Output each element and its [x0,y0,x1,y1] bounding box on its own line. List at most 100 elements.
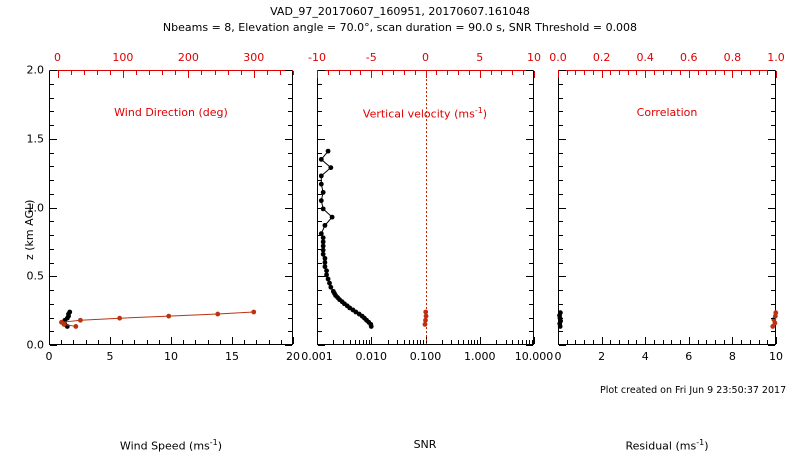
residual-y-minor-tick [771,97,775,99]
residual-bottom-minor-tick [749,340,751,344]
data-point [78,317,83,323]
residual-y-tick [559,138,566,140]
snr-top-minor-tick [392,71,394,75]
residual-y-tick [768,345,775,346]
wind-top-minor-tick [96,71,98,75]
residual-y-minor-tick [771,125,775,126]
residual-y-minor-tick [559,166,563,168]
residual-y-minor-tick [771,207,775,209]
plot-subtitle: Nbeams = 8, Elevation angle = 70.0°, sca… [162,21,638,34]
snr-y-minor-tick [529,262,533,264]
wind-bottom-tick [232,337,233,344]
wind-bottom-tick-label: 0 [45,350,53,363]
snr-bottom-minor-tick [333,340,335,344]
data-point [318,156,324,162]
wind-y-minor-tick [288,166,292,168]
wind-y-tick [285,70,292,71]
wind-bottom-tick [171,337,172,344]
wind-y-tick [50,70,57,71]
residual-bottom-minor-tick [671,340,673,344]
data-point [330,288,336,294]
wind-top-minor-tick [214,71,216,75]
residual-y-minor-tick [559,248,563,250]
wind-top-minor-tick [175,71,177,75]
residual-y-minor-tick [559,152,563,154]
residual-y-minor-tick [559,331,563,333]
snr-y-minor-tick [318,111,322,113]
snr-y-minor-tick [318,193,322,195]
wind-y-minor-tick [288,125,292,126]
snr-bottom-minor-tick [458,340,460,344]
snr-bottom-minor-tick [397,340,399,344]
snr-y-minor-tick [318,207,322,209]
snr-bottom-minor-tick [517,340,519,344]
snr-y-minor-tick [318,166,322,168]
residual-bottom-minor-tick [741,340,743,344]
wind-y-minor-tick [288,248,292,250]
snr-y-minor-tick [318,317,322,319]
snr-bottom-minor-tick [467,340,469,344]
data-point [59,319,64,325]
residual-top-minor-tick [592,71,594,75]
snr-top-tick-label: -5 [365,51,377,64]
residual-y-minor-tick [771,290,775,291]
wind-top-tick [188,71,190,78]
data-point [327,280,332,286]
wind-y-minor-tick [50,235,54,236]
snr-y-minor-tick [529,317,533,319]
residual-top-tick [688,71,690,78]
panel-residual-frame [558,70,776,345]
wind-top-tick-label: 100 [112,51,134,64]
wind-y-minor-tick [50,97,54,99]
residual-top-minor-tick [767,71,769,75]
snr-top-minor-tick [458,71,460,75]
residual-bottom-minor-tick [575,340,577,344]
residual-y-minor-tick [559,180,563,181]
data-point [325,276,331,282]
residual-top-tick [601,71,603,78]
snr-top-minor-tick [414,71,416,75]
wind-y-minor-tick [288,290,292,291]
wind-top-minor-tick [83,71,85,75]
snr-bottom-tick-label: 0.100 [409,350,442,363]
wind-top-minor-tick [293,71,294,75]
snr-top-tick-label: 10 [527,51,541,64]
residual-y-minor-tick [771,180,775,181]
residual-bottom-minor-tick [636,340,638,344]
wind-bottom-minor-tick [158,340,160,344]
wind-top-minor-tick [70,71,72,75]
wind-y-minor-tick [50,221,54,223]
data-point [773,310,779,316]
snr-bottom-minor-tick [525,340,527,344]
wind-y-minor-tick [50,207,54,209]
wind-y-minor-tick [50,111,54,113]
series-line [60,311,254,327]
snr-y-minor-tick [529,83,533,85]
wind-y-minor-tick [288,262,292,264]
wind-bottom-tick [293,337,294,344]
snr-y-tick [526,345,533,346]
residual-bottom-tick-label: 0 [554,350,562,363]
snr-top-minor-tick [436,71,438,75]
wind-top-minor-tick [162,71,164,75]
data-point [318,198,324,204]
wind-y-minor-tick [288,235,292,236]
wind-bottom-minor-tick [97,340,99,344]
residual-bottom-tick [645,337,647,344]
snr-y-tick [526,138,533,140]
snr-bottom-tick-label: 0.001 [301,350,333,363]
series-wind-direction [59,309,257,329]
wind-top-tick-label: 0 [54,51,61,64]
wind-top-minor-tick [227,71,229,75]
snr-top-minor-tick [512,71,514,75]
snr-bottom-minor-tick [423,340,425,344]
wind-y-tick [50,345,57,346]
residual-top-minor-tick [680,71,682,75]
snr-y-tick [526,276,533,278]
snr-bottom-tick [371,337,373,344]
residual-bottom-minor-tick [627,340,629,344]
snr-top-axis-line [317,70,534,71]
residual-y-tick [559,276,566,278]
residual-y-minor-tick [559,221,563,223]
wind-top-axis-line [49,70,293,71]
